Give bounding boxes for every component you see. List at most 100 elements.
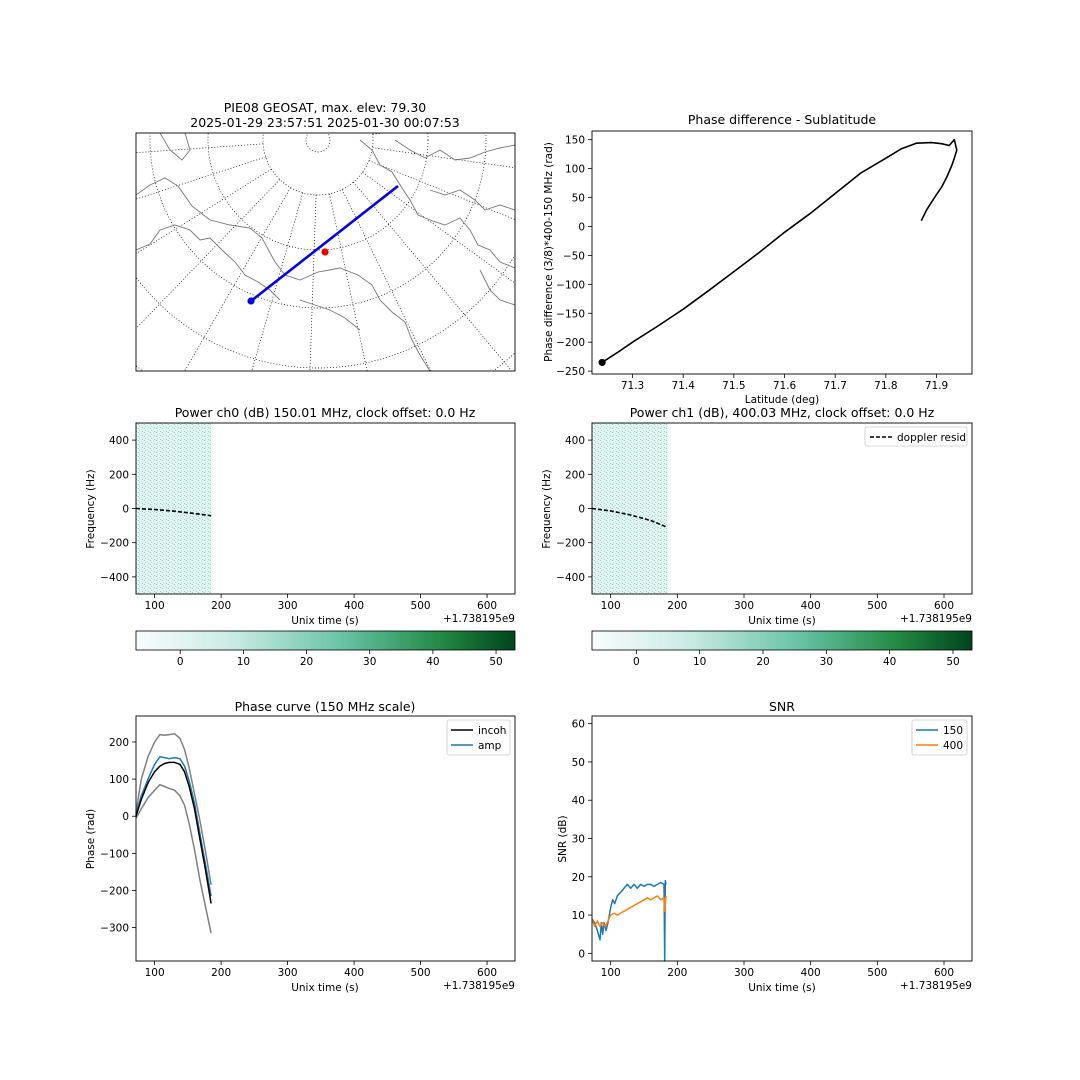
phase-lat-xtick-label: 71.7 (824, 380, 847, 392)
phase-curve-frame (135, 715, 516, 962)
snr-ytick-label: 10 (572, 910, 585, 922)
power-ch0-title: Power ch0 (dB) 150.01 MHz, clock offset:… (175, 405, 476, 420)
phase-lat-ytick-label: 150 (565, 135, 585, 147)
snr-ytick-label: 20 (572, 872, 585, 884)
latitude-circle (136, 352, 515, 371)
coastline-path (429, 189, 515, 211)
power-ch0-xtick-label: 600 (477, 600, 497, 612)
snr-xtick-label: 200 (667, 967, 687, 979)
power-ch1-xtick-label: 200 (667, 600, 687, 612)
power-ch1-offset: +1.738195e9 (900, 613, 972, 625)
power-ch1-xtick-label: 400 (801, 600, 821, 612)
power-ch0-ytick-label: −400 (100, 572, 129, 584)
power-ch0-colorbar-tick-label: 40 (426, 656, 439, 668)
power-ch0-ytick-label: −200 (100, 538, 129, 550)
meridian-line (362, 172, 515, 284)
phase-lat-ytick-label: −150 (556, 308, 585, 320)
power-ch0-xtick-label: 500 (411, 600, 431, 612)
map-coastlines (136, 133, 515, 371)
power-ch0-colorbar-tick-label: 50 (489, 656, 502, 668)
power-ch0-xtick-label: 400 (344, 600, 364, 612)
meridian-line (136, 179, 281, 329)
station-marker (321, 248, 329, 256)
phase-curve-panel: Phase curve (150 MHz scale) 100 200 300 400… (85, 699, 516, 994)
phase-lat-panel: Phase difference - Sublatitude 71.3 71.4 7… (543, 112, 973, 406)
snr-line-150 (591, 879, 667, 962)
power-ch0-xtick-label: 300 (278, 600, 298, 612)
power-ch0-colorbar-tick-label: 30 (363, 656, 376, 668)
power-ch0-xtick-label: 200 (211, 600, 231, 612)
snr-line-400 (591, 895, 667, 928)
power-ch0-ytick-label: 0 (122, 504, 129, 516)
phase-lat-ytick-label: 0 (578, 221, 585, 233)
meridian-line (372, 147, 515, 169)
snr-frame (591, 715, 973, 962)
latitude-circle (207, 133, 429, 251)
map-graticule (136, 133, 515, 371)
meridian-line (341, 189, 432, 371)
snr-xtick-label: 400 (801, 967, 821, 979)
power-ch1-xtick-label: 600 (934, 600, 954, 612)
meridian-line (136, 143, 264, 154)
snr-ytick-label: 0 (578, 948, 585, 960)
phase-lat-frame (591, 130, 973, 375)
phase-curve-line-upper (135, 733, 212, 886)
meridian-line (368, 160, 515, 220)
power-ch0-panel: Power ch0 (dB) 150.01 MHz, clock offset:… (85, 405, 516, 668)
legend-doppler-label: doppler resid (897, 432, 966, 444)
power-ch0-ytick-label: 200 (109, 469, 129, 481)
meridian-line (136, 156, 266, 200)
phase-curve-xtick-label: 100 (145, 967, 165, 979)
power-ch1-plot: 100 200 300 400 500 600 400 200 0 −200 −400 (556, 423, 954, 612)
phase-curve-xtick-label: 300 (278, 967, 298, 979)
phase-curve-ytick-label: −300 (100, 923, 129, 935)
snr-ytick-label: 50 (572, 757, 585, 769)
phase-curve-title: Phase curve (150 MHz scale) (235, 699, 416, 714)
phase-curve-line-amp (135, 756, 212, 897)
phase-curve-offset: +1.738195e9 (443, 980, 515, 992)
power-ch1-doppler-line (591, 507, 668, 529)
power-ch0-ytick-label: 400 (109, 435, 129, 447)
phase-curve-xtick-label: 600 (477, 967, 497, 979)
ground-track-line (250, 184, 399, 303)
phase-lat-ytick-label: −50 (563, 250, 585, 262)
phase-lat-start-marker (598, 358, 606, 367)
phase-lat-ytick-label: −100 (556, 279, 585, 291)
meridian-line (353, 181, 513, 371)
power-ch1-xtick-label: 100 (601, 600, 621, 612)
phase-curve-ytick-label: 0 (122, 811, 129, 823)
phase-curve-ytick-label: 100 (109, 774, 129, 786)
meridian-line (329, 193, 368, 371)
phase-lat-xtick-label: 71.5 (722, 380, 745, 392)
phase-lat-xlabel: Latitude (deg) (745, 394, 820, 406)
power-ch0-colorbar-gradient (135, 630, 516, 651)
coastline-path (299, 299, 361, 331)
colorbar-ch1: 0 10 20 30 40 50 (591, 630, 973, 668)
power-ch0-frame (135, 422, 516, 595)
legend-400-label: 400 (943, 740, 963, 752)
latitude-circle (136, 254, 515, 369)
power-ch0-ylabel: Frequency (Hz) (85, 469, 97, 548)
phase-lat-line (601, 138, 958, 364)
phase-curve-xtick-label: 400 (344, 967, 364, 979)
power-ch1-spectrogram (592, 423, 668, 594)
phase-lat-xtick-label: 71.8 (874, 380, 897, 392)
phase-lat-xtick-label: 71.9 (925, 380, 948, 392)
power-ch1-ytick-label: 0 (578, 504, 585, 516)
map-marks (247, 184, 399, 305)
map-panel: PIE08 GEOSAT, max. elev: 79.30 2025-01-2… (135, 100, 516, 372)
phase-lat-ytick-label: −250 (556, 366, 585, 378)
coastline-path (359, 139, 515, 269)
phase-curve-xtick-label: 500 (411, 967, 431, 979)
phase-curve-ytick-label: −100 (100, 848, 129, 860)
legend-amp-label: amp (478, 740, 502, 752)
power-ch1-frame (591, 422, 973, 595)
power-ch0-offset: +1.738195e9 (443, 613, 515, 625)
meridian-line (251, 192, 304, 371)
phase-lat-xtick-label: 71.6 (773, 380, 797, 392)
snr-xtick-label: 500 (867, 967, 887, 979)
power-ch1-colorbar-tick-label: 10 (693, 656, 706, 668)
map-title-line1: PIE08 GEOSAT, max. elev: 79.30 (224, 100, 427, 115)
